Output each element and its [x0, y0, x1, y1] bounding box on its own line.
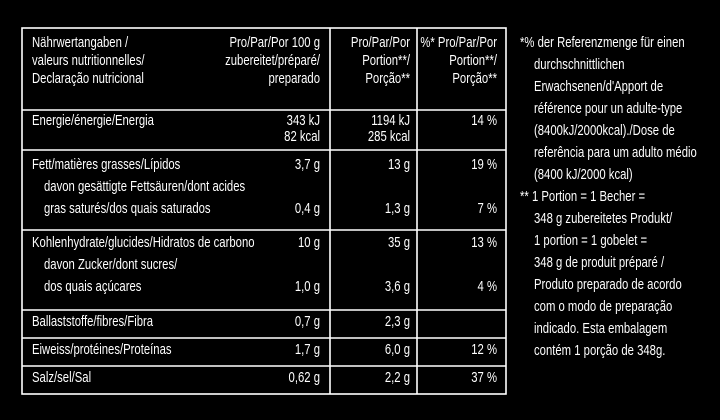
row-value: 13 g — [388, 155, 410, 172]
row-value: 3,7 g — [295, 155, 320, 172]
row-value: 1,0 g — [295, 277, 320, 294]
row-value: 19 % — [471, 155, 497, 172]
row-label: Fett/matières grasses/Lípidos — [32, 155, 181, 172]
row-value: 2,3 g — [385, 312, 410, 329]
row-label: Ballaststoffe/fibres/Fibra — [32, 312, 154, 329]
header-cell: Portion**/ — [362, 51, 410, 68]
row-value: 2,2 g — [385, 368, 410, 385]
row-label: davon Zucker/dont sucres/ — [44, 255, 178, 272]
row-value: 1194 kJ — [371, 111, 410, 128]
header-cell: preparado — [268, 69, 320, 86]
row-value: 285 kcal — [368, 127, 410, 144]
footnote-line: Produto preparado de acordo — [534, 275, 682, 292]
row-value: 0,4 g — [295, 199, 320, 216]
header-cell: %* Pro/Par/Por — [420, 33, 497, 50]
row-value: 82 kcal — [284, 127, 320, 144]
row-value: 4 % — [478, 277, 498, 294]
footnote-line: com o modo de preparação — [534, 297, 672, 314]
row-value: 37 % — [471, 368, 497, 385]
footnote-line: durchschnittlichen — [534, 55, 625, 72]
row-label: Kohlenhydrate/glucides/Hidratos de carbo… — [32, 233, 255, 250]
header-cell: Pro/Par/Por 100 g — [229, 33, 320, 50]
row-value: 0,7 g — [295, 312, 320, 329]
footnote-line: référence pour un adulte-type — [534, 99, 682, 116]
row-label: davon gesättigte Fettsäuren/dont acides — [44, 177, 246, 194]
row-value: 1,7 g — [295, 340, 320, 357]
row-label: dos quais açúcares — [44, 277, 142, 294]
header-label: Nährwertangaben / — [32, 33, 129, 50]
footnote-line: (8400kJ/2000kcal)./Dose de — [534, 121, 675, 138]
row-label: Eiweiss/protéines/Proteínas — [32, 340, 172, 357]
row-label: Salz/sel/Sal — [32, 368, 91, 385]
row-value: 343 kJ — [287, 111, 320, 128]
table-border — [21, 27, 507, 395]
header-cell: Portion**/ — [449, 51, 497, 68]
footnote-line: ** 1 Portion = 1 Becher = — [520, 187, 645, 204]
footnote-line: (8400 kJ/2000 kcal) — [534, 165, 633, 182]
row-value: 3,6 g — [385, 277, 410, 294]
row-value: 10 g — [298, 233, 320, 250]
row-label: Energie/énergie/Energia — [32, 111, 155, 128]
footnote-line: Erwachsenen/d'Apport de — [534, 77, 663, 94]
header-label: Declaração nutricional — [32, 69, 144, 86]
footnote-line: indicado. Esta embalagem — [534, 319, 667, 336]
footnote-line: contém 1 porção de 348g. — [534, 341, 665, 358]
footnote-line: 348 g zubereitetes Produkt/ — [534, 209, 673, 226]
row-value: 1,3 g — [385, 199, 410, 216]
footnote-line: *% der Referenzmenge für einen — [520, 33, 685, 50]
row-value: 6,0 g — [385, 340, 410, 357]
row-value: 13 % — [471, 233, 497, 250]
header-label: valeurs nutritionnelles/ — [32, 51, 145, 68]
footnote-line: 348 g de produit préparé / — [534, 253, 664, 270]
row-value: 12 % — [471, 340, 497, 357]
footnote-line: 1 portion = 1 gobelet = — [534, 231, 647, 248]
footnote-line: referência para um adulto médio — [534, 143, 697, 160]
row-value: 14 % — [471, 111, 497, 128]
header-cell: Porção** — [365, 69, 410, 86]
row-label: gras saturés/dos quais saturados — [44, 199, 211, 216]
row-value: 0,62 g — [289, 368, 320, 385]
row-value: 35 g — [388, 233, 410, 250]
header-cell: Porção** — [452, 69, 497, 86]
header-cell: zubereitet/préparé/ — [225, 51, 320, 68]
header-cell: Pro/Par/Por — [351, 33, 411, 50]
row-value: 7 % — [478, 199, 498, 216]
